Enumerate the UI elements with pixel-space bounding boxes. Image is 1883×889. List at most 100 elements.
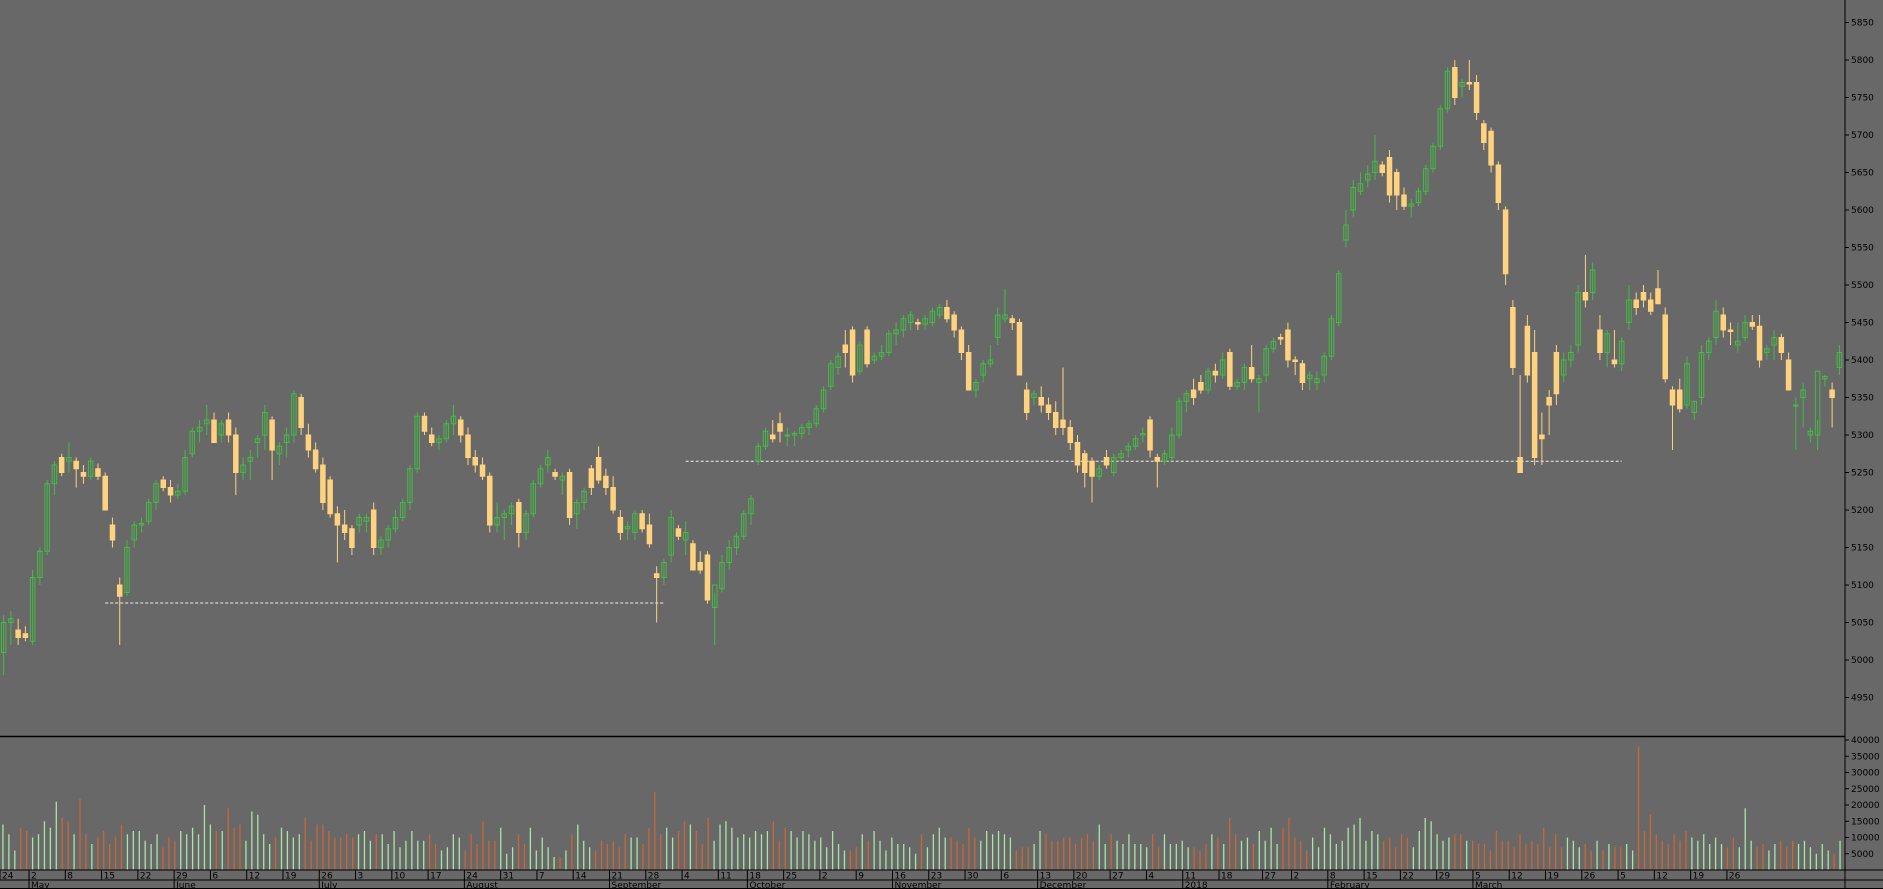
candle-body-down [22,633,29,638]
candle [1466,60,1473,90]
candle [370,502,377,555]
candle [893,322,899,345]
candle-body-down [1473,82,1480,113]
candle-body-up [1698,352,1705,398]
candle-body-up [182,457,188,492]
candle-body-up [726,547,732,563]
candle [1263,345,1269,383]
candle [1299,360,1306,390]
candle-body-up [1459,82,1465,87]
candle [1386,150,1393,203]
candle-body-down [1539,434,1545,440]
candle [871,352,878,364]
candle-body-up [886,333,892,353]
candle [1618,337,1625,372]
candle [0,615,7,675]
candle [1698,345,1705,405]
candle [1822,375,1828,387]
candle [951,311,957,338]
candle-body-up [1430,145,1436,170]
candle-body-up [138,523,145,526]
candle [443,420,449,443]
candle [545,450,551,473]
candle [1662,307,1668,383]
candle-body-up [1183,393,1190,402]
candle [1582,255,1589,308]
date-label: 7 [539,872,545,882]
candle-body-down [1611,359,1618,365]
candle-body-down [1502,209,1509,275]
price-tick-label: 4950 [1851,694,1874,704]
candle-body-down [595,457,602,481]
candle-body-down [1778,337,1785,353]
candle [291,390,297,443]
candle-body-up [1822,376,1828,380]
month-label: August [466,881,498,889]
candle [1212,363,1219,383]
candle-body-down [1198,382,1204,391]
price-tick-label: 5000 [1851,656,1874,666]
candle-body-up [1132,438,1139,447]
candle [1415,187,1422,207]
candle [639,510,645,533]
date-label: 22 [1402,872,1413,882]
candle-body-up [392,517,399,530]
candle-body-up [501,513,508,518]
candle [1067,420,1073,450]
candle [1539,412,1545,465]
candle [1198,375,1204,394]
candle-body-down [675,528,682,537]
candle-body-up [1176,400,1182,436]
candle [1473,75,1480,120]
candle-body-down [690,543,696,571]
candle-body-up [733,535,740,548]
candle [269,416,275,480]
candle-body-up [1560,359,1567,376]
candle-body-up [1205,370,1211,391]
candle-body-down [1154,457,1161,462]
date-label: 26 [1584,872,1596,882]
candle-body-down [617,517,624,533]
candle [102,472,108,511]
candle-body-down [1756,325,1763,361]
date-label: 6 [1003,872,1009,882]
candle [1060,367,1066,435]
price-tick-label: 5200 [1851,506,1874,516]
candle-body-down [465,434,471,458]
candle [1684,356,1690,409]
candle-body-up [973,382,979,391]
candle-body-up [276,445,283,455]
candle [1147,416,1153,458]
candle [66,442,72,473]
price-tick-label: 5050 [1851,619,1874,629]
candle-body-up [1604,333,1610,353]
candle [189,427,196,458]
candle-body-down [1082,453,1088,473]
candle-body-down [312,449,319,470]
candle-body-up [399,502,406,518]
candle-body-up [784,434,791,437]
candle-body-down [341,524,348,533]
price-tick-label: 5400 [1851,356,1874,366]
candle [1031,390,1037,405]
candle [1103,450,1110,469]
candle [262,405,268,450]
candle-body-down [1488,130,1494,166]
candle-body-up [247,457,254,462]
candle [1655,270,1661,305]
month-label: November [894,881,941,889]
month-label: October [749,881,785,889]
candle-body-up [508,505,515,515]
candle [1691,400,1698,420]
date-label: 2 [1294,872,1300,882]
candle [994,307,1001,345]
candle-body-down [653,573,660,578]
candle-body-down [1299,363,1306,383]
candle [980,360,986,383]
candle-body-up [131,524,137,541]
candle-body-down [458,419,464,436]
candle-body-down [1720,314,1727,331]
candle-body-up [0,622,7,653]
candle-body-up [1111,457,1117,473]
candle-body-down [102,475,108,511]
